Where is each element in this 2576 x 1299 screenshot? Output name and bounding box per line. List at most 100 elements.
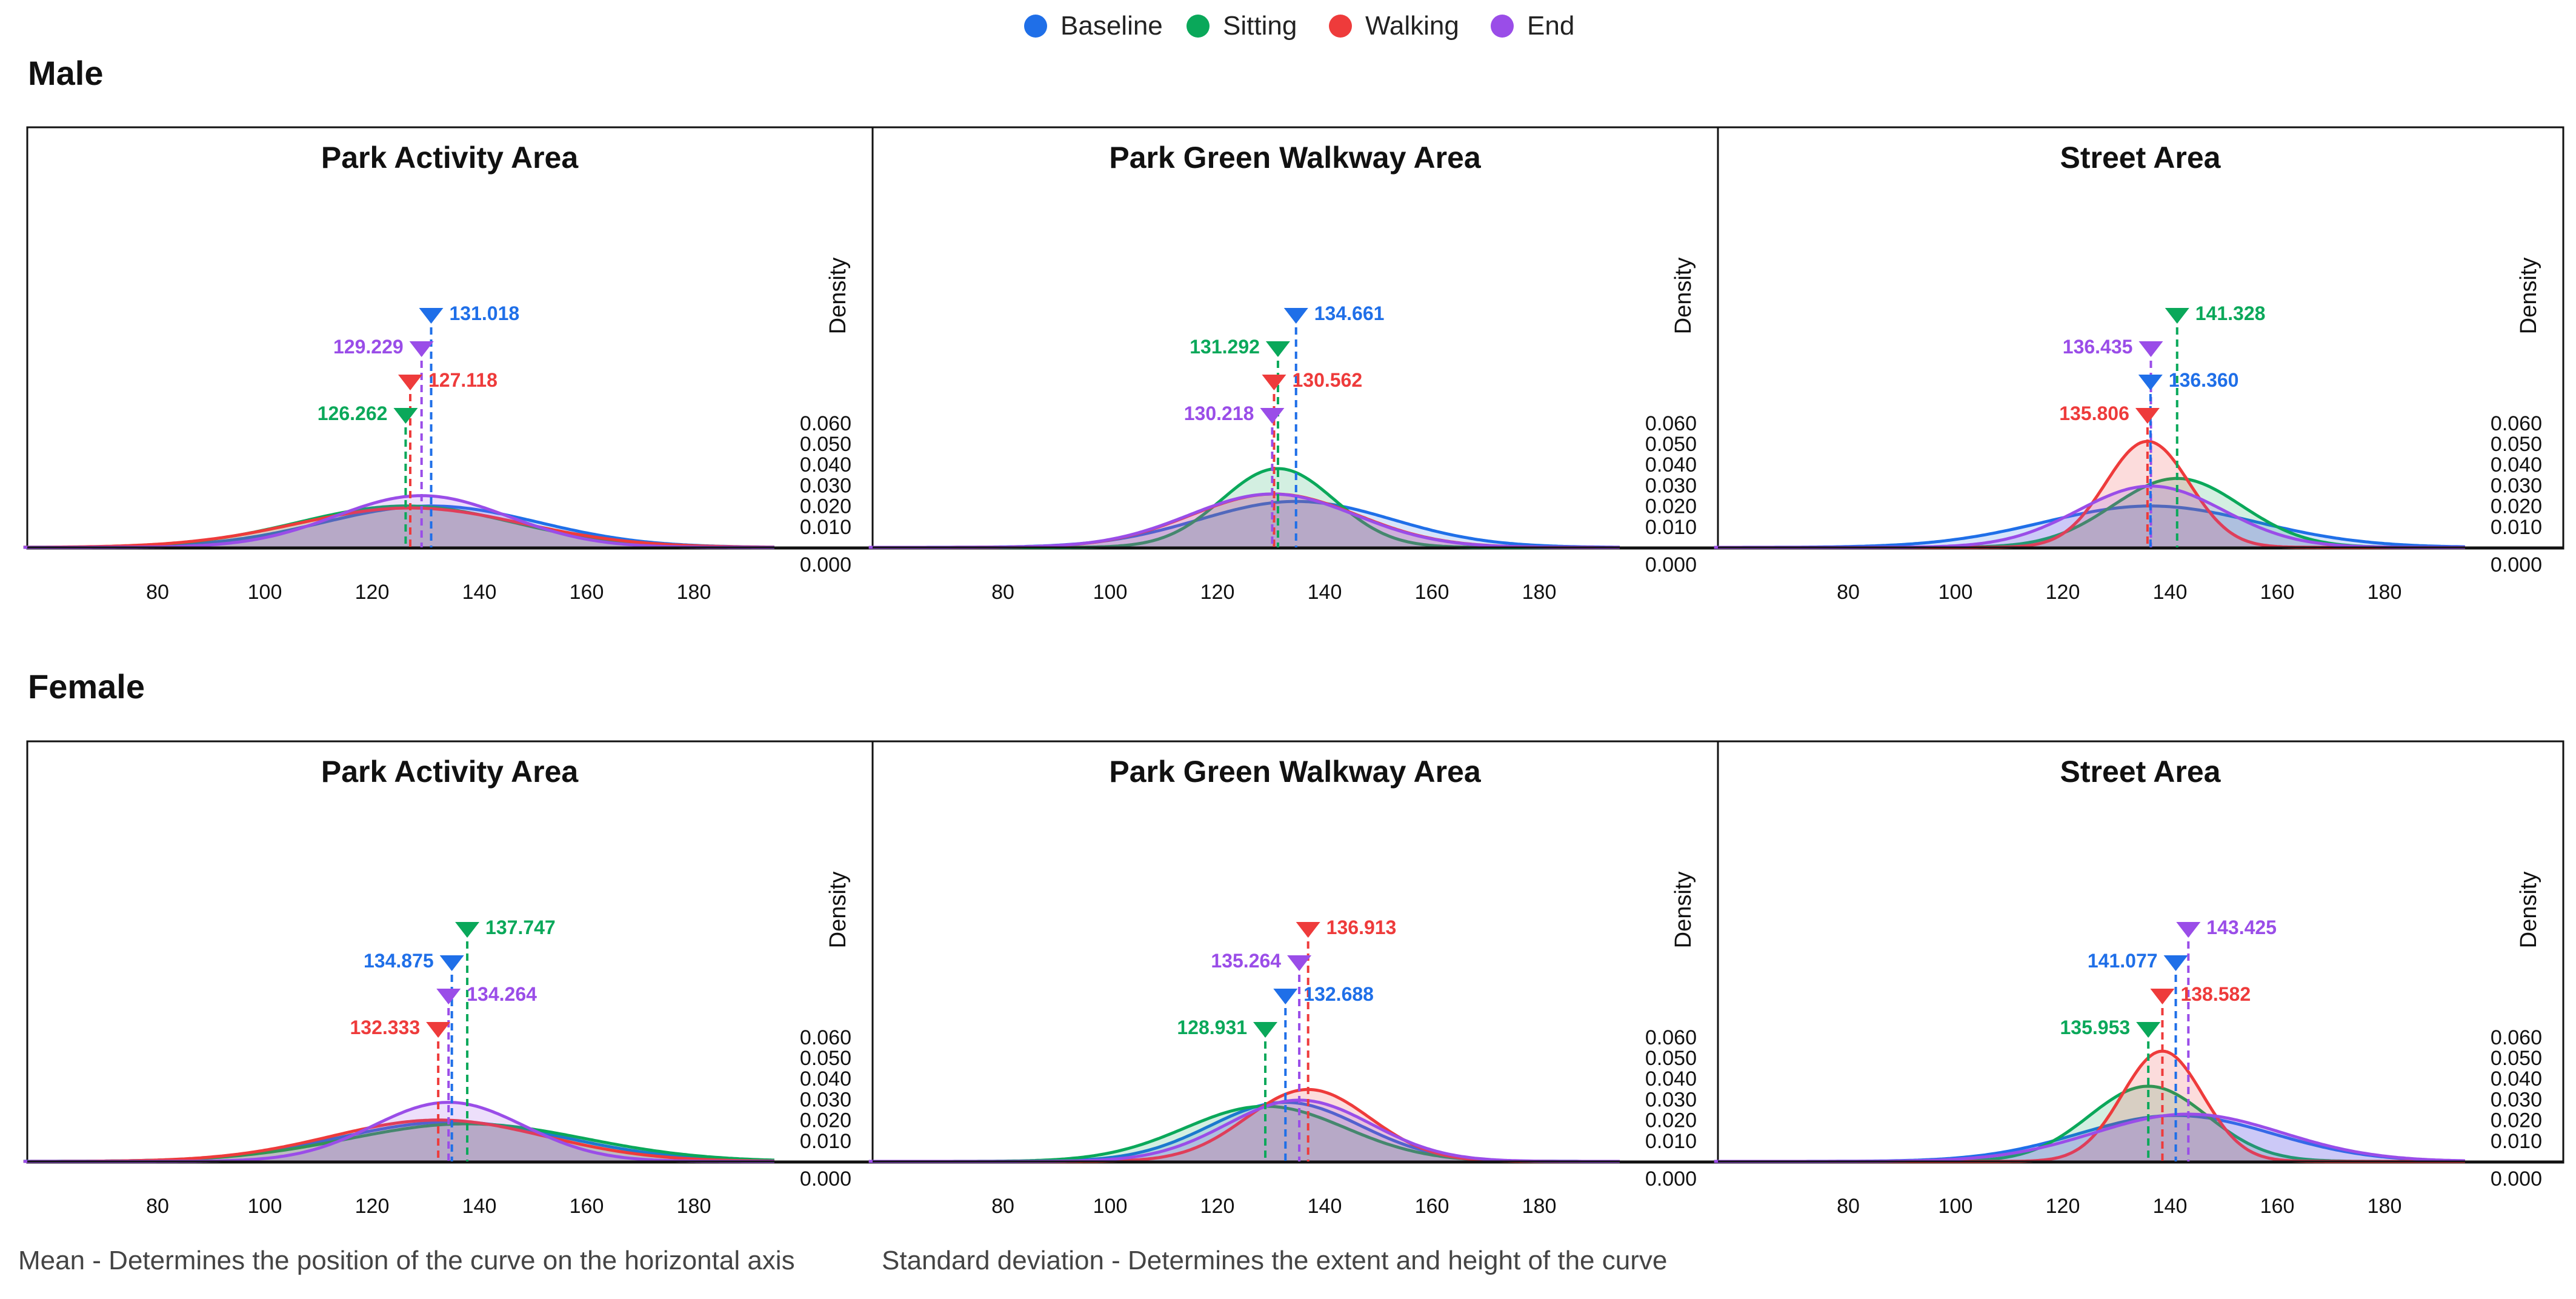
x-tick-label: 120 (355, 581, 390, 604)
x-tick-label: 180 (1522, 1195, 1557, 1218)
x-tick-label: 120 (1200, 1195, 1235, 1218)
y-tick-label: 0.000 (2491, 1167, 2542, 1190)
y-axis-title: Density (825, 258, 851, 335)
y-tick-label: 0.010 (1645, 516, 1697, 539)
y-tick-label: 0.050 (1645, 1047, 1697, 1070)
x-tick-label: 140 (1308, 581, 1342, 604)
mean-label-sitting: 126.262 (318, 402, 388, 424)
y-tick-label: 0.030 (800, 474, 851, 497)
area-walking (868, 1089, 1620, 1161)
x-tick-label: 140 (462, 1195, 497, 1218)
y-tick-label: 0.040 (1645, 453, 1697, 476)
x-tick-label: 140 (2153, 1195, 2188, 1218)
panel-frame (1717, 126, 2564, 550)
x-tick-label: 160 (2260, 1195, 2295, 1218)
mean-marker-sitting (393, 408, 418, 424)
y-tick-label: 0.010 (800, 516, 851, 539)
mean-marker-walking (2150, 989, 2175, 1004)
mean-label-baseline: 134.661 (1314, 302, 1385, 324)
mean-marker-sitting (1265, 341, 1290, 357)
panel-title: Street Area (2060, 141, 2222, 175)
y-tick-label: 0.000 (1645, 1167, 1697, 1190)
y-tick-label: 0.050 (800, 433, 851, 456)
area-end (23, 1102, 774, 1161)
x-tick-label: 100 (248, 581, 282, 604)
mean-label-walking: 138.582 (2180, 983, 2251, 1005)
y-tick-label: 0.060 (800, 1026, 851, 1049)
panel-female-park-green-walkway-area: Park Green Walkway Area 80 100 120 140 160 180… (868, 740, 1719, 1218)
y-tick-label: 0.060 (2491, 412, 2542, 435)
mean-marker-walking (1296, 922, 1320, 938)
legend-item-sitting[interactable]: Sitting (1186, 5, 1297, 47)
x-tick-label: 100 (1093, 581, 1128, 604)
mean-label-end: 135.264 (1211, 950, 1281, 972)
legend-item-baseline[interactable]: Baseline (1024, 5, 1163, 47)
x-tick-label: 80 (146, 1195, 169, 1218)
y-axis-title: Density (1671, 872, 1696, 949)
y-tick-label: 0.030 (2491, 474, 2542, 497)
mean-marker-end (2138, 341, 2163, 357)
row-title-male: Male (28, 54, 104, 92)
x-tick-label: 120 (2046, 581, 2080, 604)
area-end (23, 495, 774, 547)
x-tick-label: 100 (1093, 1195, 1128, 1218)
area-sitting (1714, 1086, 2465, 1161)
x-tick-label: 180 (2368, 581, 2402, 604)
x-tick-label: 160 (570, 581, 604, 604)
y-tick-label: 0.040 (1645, 1067, 1697, 1090)
x-tick-label: 160 (2260, 581, 2295, 604)
mean-marker-walking (2135, 408, 2160, 424)
mean-marker-sitting (2136, 1022, 2161, 1038)
legend-item-walking[interactable]: Walking (1329, 5, 1459, 47)
footer-sd-note: Standard deviation - Determines the exte… (882, 1246, 1668, 1275)
legend-dot-walking (1329, 15, 1352, 38)
legend-dot-end (1491, 15, 1514, 38)
mean-label-end: 129.229 (333, 336, 404, 358)
legend-label-end: End (1527, 11, 1575, 41)
mean-label-baseline: 134.875 (364, 950, 434, 972)
x-tick-label: 100 (1939, 581, 1973, 604)
mean-label-sitting: 128.931 (1177, 1017, 1247, 1038)
y-tick-label: 0.060 (1645, 412, 1697, 435)
x-tick-label: 180 (677, 581, 711, 604)
area-sitting (868, 469, 1620, 547)
legend-item-end[interactable]: End (1491, 5, 1574, 47)
mean-marker-end (436, 989, 461, 1004)
mean-marker-end (409, 341, 434, 357)
x-tick-label: 180 (1522, 581, 1557, 604)
y-tick-label: 0.050 (1645, 433, 1697, 456)
y-tick-label: 0.040 (800, 1067, 851, 1090)
area-walking (23, 508, 774, 547)
mean-marker-sitting (455, 922, 480, 938)
mean-marker-walking (398, 375, 422, 390)
area-end (868, 494, 1620, 547)
panel-male-park-activity-area: Park Activity Area 80 100 120 140 160 180 0.000… (23, 126, 874, 604)
mean-marker-baseline (439, 955, 464, 971)
mean-label-baseline: 132.688 (1303, 983, 1374, 1005)
y-tick-label: 0.060 (800, 412, 851, 435)
x-tick-label: 140 (2153, 581, 2188, 604)
mean-label-baseline: 136.360 (2169, 369, 2239, 391)
y-tick-label: 0.020 (2491, 1109, 2542, 1132)
y-tick-label: 0.040 (800, 453, 851, 476)
x-tick-label: 120 (355, 1195, 390, 1218)
area-sitting (1714, 478, 2465, 547)
mean-label-end: 143.425 (2206, 917, 2277, 938)
panel-female-park-activity-area: Park Activity Area 80 100 120 140 160 180 0.000… (23, 740, 874, 1218)
x-tick-label: 100 (1939, 1195, 1973, 1218)
area-baseline (868, 1102, 1620, 1161)
mean-label-sitting: 131.292 (1190, 336, 1260, 358)
x-tick-label: 160 (570, 1195, 604, 1218)
x-tick-label: 80 (1837, 581, 1860, 604)
y-tick-label: 0.020 (1645, 495, 1697, 518)
panel-title: Park Activity Area (321, 755, 579, 789)
mean-marker-baseline (419, 308, 444, 324)
mean-label-baseline: 141.077 (2088, 950, 2158, 972)
footer-mean-note: Mean - Determines the position of the cu… (18, 1246, 795, 1275)
y-tick-label: 0.010 (1645, 1130, 1697, 1153)
x-tick-label: 100 (248, 1195, 282, 1218)
area-baseline (868, 501, 1620, 547)
y-tick-label: 0.010 (800, 1130, 851, 1153)
area-end (1714, 1114, 2465, 1161)
